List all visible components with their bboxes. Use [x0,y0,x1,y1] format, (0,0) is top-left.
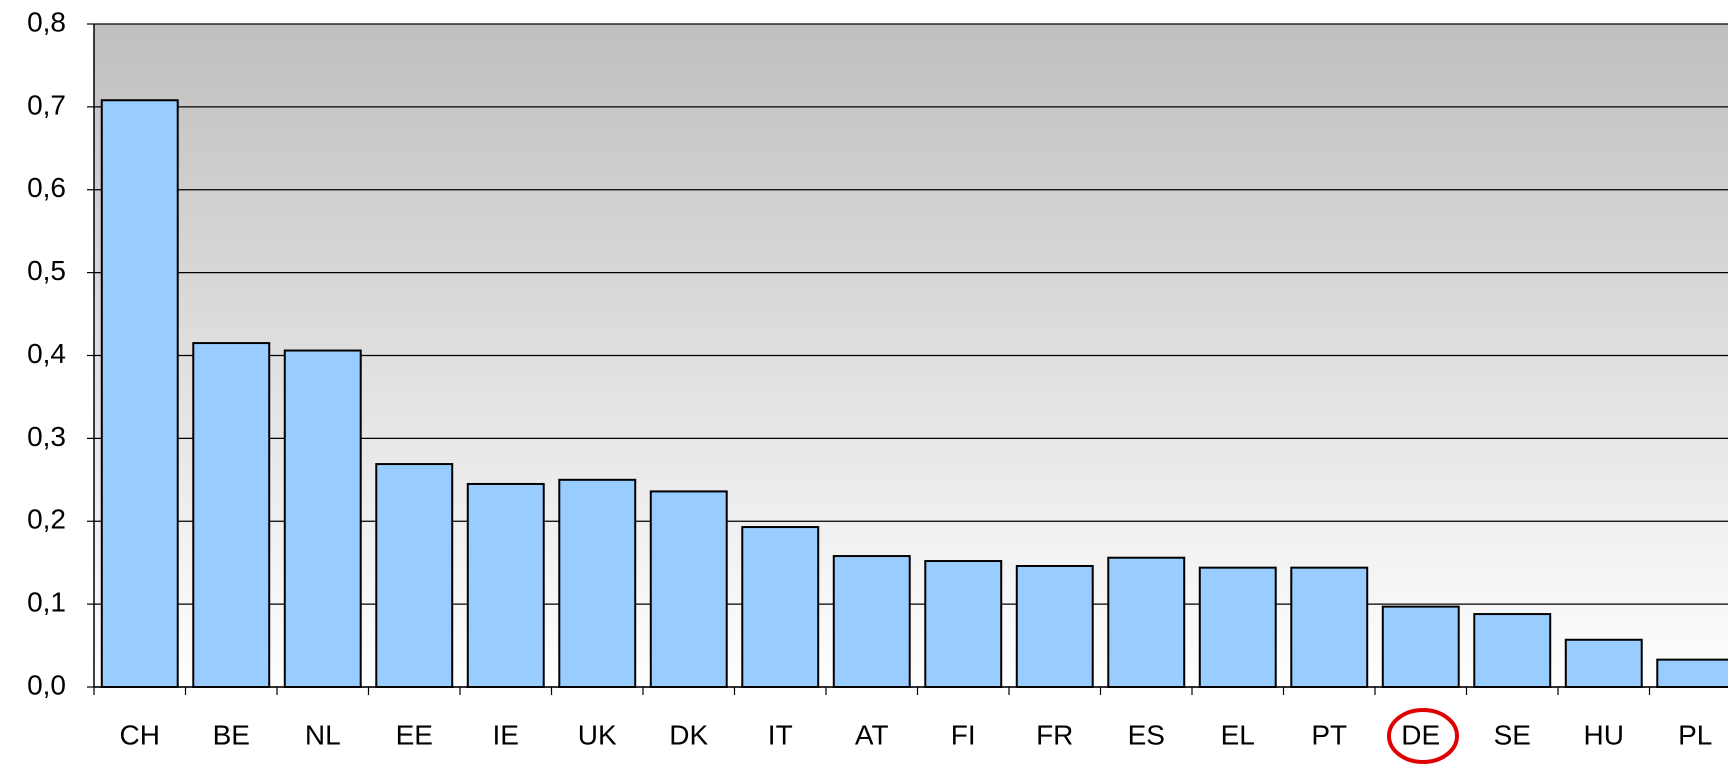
x-tick-label: FI [951,719,976,750]
y-tick-label: 0,5 [27,255,66,286]
y-tick-label: 0,6 [27,172,66,203]
y-tick-label: 0,7 [27,89,66,120]
x-tick-label: UK [578,719,617,750]
bar [649,490,728,689]
x-tick-label: IT [768,719,793,750]
bar [1656,658,1728,688]
bar [1015,565,1094,688]
x-tick-label: BE [213,719,250,750]
x-tick-label: CH [120,719,160,750]
y-tick-label: 0,3 [27,421,66,452]
bar [1381,605,1460,689]
bar [1473,613,1552,689]
y-tick-label: 0,4 [27,338,66,369]
x-tick-label: NL [305,719,341,750]
highlight-circle [1387,708,1459,764]
bar [741,526,820,689]
x-tick-label: PL [1678,719,1712,750]
x-tick-label: HU [1584,719,1624,750]
bar [832,555,911,688]
y-tick-label: 0,1 [27,587,66,618]
x-tick-label: EL [1221,719,1255,750]
bar [283,349,362,688]
bar [1107,556,1186,689]
x-tick-label: DE [1401,719,1440,750]
x-tick-label: SE [1494,719,1531,750]
x-tick-label: EE [396,719,433,750]
x-tick-label: FR [1036,719,1073,750]
y-tick-label: 0,0 [27,669,66,700]
x-tick-label: ES [1128,719,1165,750]
x-tick-label: PT [1311,719,1347,750]
bar [466,482,545,688]
bar [100,99,179,689]
bar [375,463,454,688]
bar [924,560,1003,689]
y-tick-label: 0,2 [27,504,66,535]
y-tick-label: 0,8 [27,6,66,37]
bar [1564,638,1643,688]
x-tick-label: AT [855,719,889,750]
x-tick-label: DK [669,719,708,750]
x-tick-label: IE [493,719,519,750]
bar [192,342,271,688]
bar [1198,566,1277,688]
bar [1290,566,1369,688]
bar [558,478,637,688]
